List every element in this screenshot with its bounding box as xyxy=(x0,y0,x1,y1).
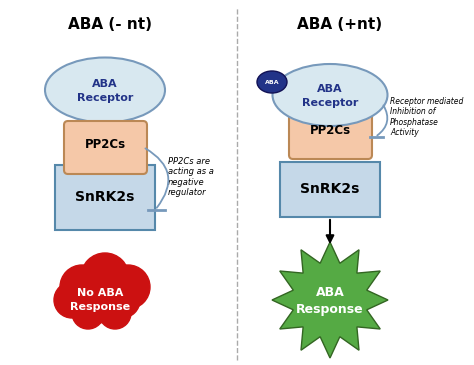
Text: ABA (- nt): ABA (- nt) xyxy=(68,17,152,32)
Text: Response: Response xyxy=(296,303,364,315)
Ellipse shape xyxy=(45,58,165,123)
Polygon shape xyxy=(272,242,388,358)
Text: Receptor: Receptor xyxy=(302,98,358,108)
Text: ABA (+nt): ABA (+nt) xyxy=(298,17,383,32)
Text: PP2Cs: PP2Cs xyxy=(84,138,126,151)
Text: SnRK2s: SnRK2s xyxy=(301,182,360,196)
Text: SnRK2s: SnRK2s xyxy=(75,190,135,204)
Circle shape xyxy=(72,297,104,329)
Text: PP2Cs are
acting as a
negative
regulator: PP2Cs are acting as a negative regulator xyxy=(168,157,214,197)
FancyBboxPatch shape xyxy=(64,121,147,174)
Circle shape xyxy=(54,282,90,318)
Circle shape xyxy=(99,297,131,329)
Text: ABA: ABA xyxy=(92,79,118,89)
Text: Receptor mediated
Inhibition of
Phosphatase
Activity: Receptor mediated Inhibition of Phosphat… xyxy=(390,97,464,137)
Text: Receptor: Receptor xyxy=(77,93,133,103)
FancyBboxPatch shape xyxy=(289,106,372,159)
Circle shape xyxy=(60,265,104,309)
Text: No ABA: No ABA xyxy=(77,288,123,298)
Circle shape xyxy=(104,282,140,318)
FancyBboxPatch shape xyxy=(280,162,380,217)
FancyBboxPatch shape xyxy=(55,165,155,230)
Text: ABA: ABA xyxy=(264,80,279,85)
Text: Response: Response xyxy=(70,302,130,312)
Circle shape xyxy=(81,253,129,301)
Text: ABA: ABA xyxy=(316,287,345,300)
Ellipse shape xyxy=(273,64,388,126)
Circle shape xyxy=(106,265,150,309)
Text: ABA: ABA xyxy=(317,84,343,94)
Text: PP2Cs: PP2Cs xyxy=(310,124,351,138)
Circle shape xyxy=(78,283,118,323)
Ellipse shape xyxy=(257,71,287,93)
